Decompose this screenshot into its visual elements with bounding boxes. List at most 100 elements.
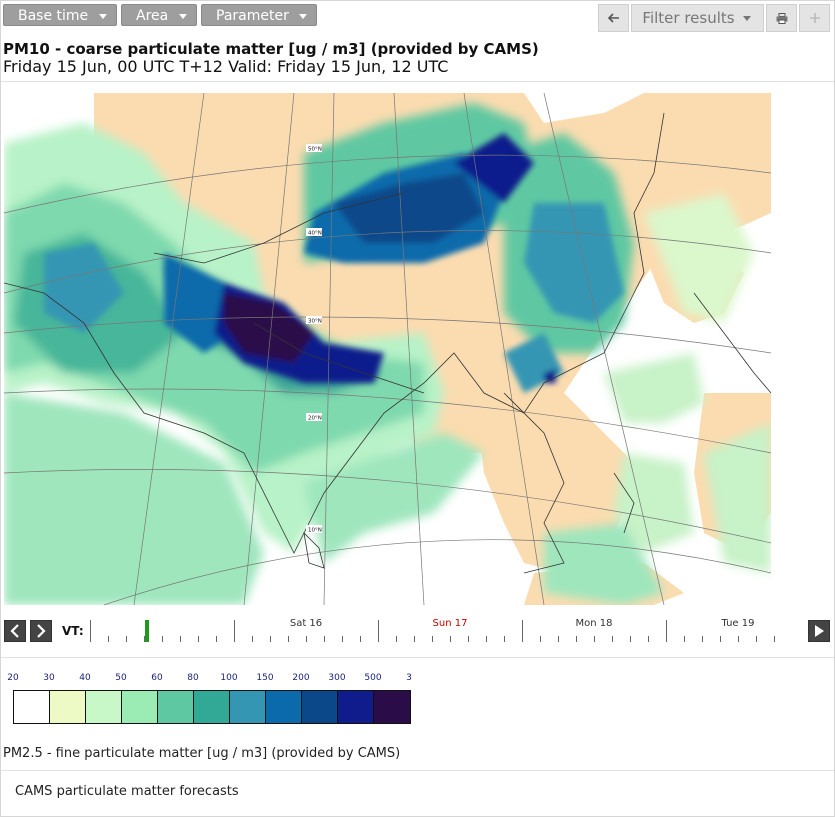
chevron-right-icon <box>37 624 46 638</box>
svg-text:20°N: 20°N <box>308 416 322 422</box>
legend-tick-label: 200 <box>292 673 310 683</box>
time-step-tick <box>360 636 361 642</box>
time-step-tick <box>612 636 613 642</box>
time-step-tick <box>252 636 253 642</box>
day-divider-tick <box>234 620 235 642</box>
forecast-map[interactable]: 50°N 40°N 30°N 20°N 10°N <box>4 93 771 605</box>
coastlines <box>4 112 771 574</box>
time-step-tick <box>504 636 505 642</box>
time-step-tick <box>396 636 397 642</box>
chevron-down-icon <box>743 16 751 21</box>
vt-label: VT: <box>62 624 84 638</box>
time-step-tick <box>774 636 775 642</box>
legend-tick-label: 60 <box>151 673 163 683</box>
legend-swatch <box>302 691 338 723</box>
legend-tick-labels: 20 30 40 50 60 80 100 150 200 300 500 3 <box>0 673 430 685</box>
time-step-tick <box>324 636 325 642</box>
legend-tick-label: 150 <box>256 673 274 683</box>
chart-title: PM10 - coarse particulate matter [ug / m… <box>3 40 539 58</box>
time-step-tick <box>576 636 577 642</box>
time-step-tick <box>450 636 451 642</box>
time-step-tick <box>432 636 433 642</box>
area-dropdown[interactable]: Area <box>121 4 197 26</box>
next-step-button[interactable] <box>30 620 52 642</box>
day-divider-tick <box>90 620 91 642</box>
legend-tick-label: 20 <box>7 673 19 683</box>
time-step-tick <box>738 636 739 642</box>
legend-swatch <box>338 691 374 723</box>
legend-tick-label: 300 <box>328 673 346 683</box>
time-step-tick <box>216 636 217 642</box>
divider <box>1 81 834 82</box>
latitude-labels: 50°N 40°N 30°N 20°N 10°N <box>306 144 322 534</box>
time-step-tick <box>180 636 181 642</box>
valid-time-subtitle: Friday 15 Jun, 00 UTC T+12 Valid: Friday… <box>3 57 449 76</box>
time-step-tick <box>144 636 145 642</box>
time-step-tick <box>306 636 307 642</box>
color-legend <box>13 690 411 724</box>
base-time-dropdown[interactable]: Base time <box>3 4 117 26</box>
print-icon <box>776 13 787 24</box>
filter-results-dropdown[interactable]: Filter results <box>631 4 764 32</box>
legend-tick-label: 3 <box>406 673 412 683</box>
time-step-tick <box>342 636 343 642</box>
legend-swatch <box>86 691 122 723</box>
filter-results-label: Filter results <box>642 9 735 27</box>
svg-text:10°N: 10°N <box>308 528 322 534</box>
time-step-tick <box>288 636 289 642</box>
zoom-in-button[interactable] <box>799 4 830 32</box>
legend-swatch <box>230 691 266 723</box>
time-step-tick <box>756 636 757 642</box>
time-step-tick <box>162 636 163 642</box>
time-step-tick <box>648 636 649 642</box>
legend-swatch <box>14 691 50 723</box>
previous-step-button[interactable] <box>4 620 26 642</box>
play-button[interactable] <box>808 620 830 642</box>
day-divider-tick <box>666 620 667 642</box>
time-step-tick <box>540 636 541 642</box>
day-label[interactable]: Sun 17 <box>432 618 468 629</box>
current-time-marker[interactable] <box>145 620 149 642</box>
day-label[interactable]: Mon 18 <box>575 618 613 629</box>
parameter-label: Parameter <box>216 8 289 24</box>
time-step-tick <box>594 636 595 642</box>
legend-swatch <box>50 691 86 723</box>
day-label[interactable]: Tue 19 <box>721 618 755 629</box>
legend-swatch <box>158 691 194 723</box>
legend-tick-label: 100 <box>220 673 238 683</box>
footer-description: CAMS particulate matter forecasts <box>15 784 239 799</box>
chevron-down-icon <box>299 14 307 19</box>
parameter-dropdown[interactable]: Parameter <box>201 4 317 26</box>
time-slider[interactable]: Sat 16 Sun 17 Mon 18 Tue 19 <box>88 612 793 646</box>
back-button[interactable] <box>598 4 629 32</box>
area-label: Area <box>136 8 169 24</box>
graticule <box>4 93 771 605</box>
other-parameter-link[interactable]: PM2.5 - fine particulate matter [ug / m3… <box>3 746 401 761</box>
print-button[interactable] <box>766 4 797 32</box>
time-step-tick <box>558 636 559 642</box>
base-time-label: Base time <box>18 8 89 24</box>
time-step-tick <box>486 636 487 642</box>
divider <box>1 657 834 658</box>
time-step-tick <box>630 636 631 642</box>
toolbar: Base time Area Parameter Filter results <box>0 0 835 34</box>
time-step-tick <box>414 636 415 642</box>
time-step-tick <box>468 636 469 642</box>
legend-tick-label: 40 <box>79 673 91 683</box>
divider <box>1 770 834 771</box>
arrow-left-icon <box>607 13 619 23</box>
chevron-down-icon <box>99 14 107 19</box>
day-label[interactable]: Sat 16 <box>289 618 323 629</box>
time-step-tick <box>720 636 721 642</box>
svg-text:50°N: 50°N <box>308 147 322 153</box>
time-step-tick <box>126 636 127 642</box>
legend-swatch <box>266 691 302 723</box>
legend-swatch <box>122 691 158 723</box>
time-step-tick <box>198 636 199 642</box>
legend-tick-label: 50 <box>115 673 127 683</box>
day-divider-tick <box>522 620 523 642</box>
time-step-tick <box>702 636 703 642</box>
plus-icon <box>809 13 820 23</box>
day-divider-tick <box>378 620 379 642</box>
chevron-down-icon <box>179 14 187 19</box>
